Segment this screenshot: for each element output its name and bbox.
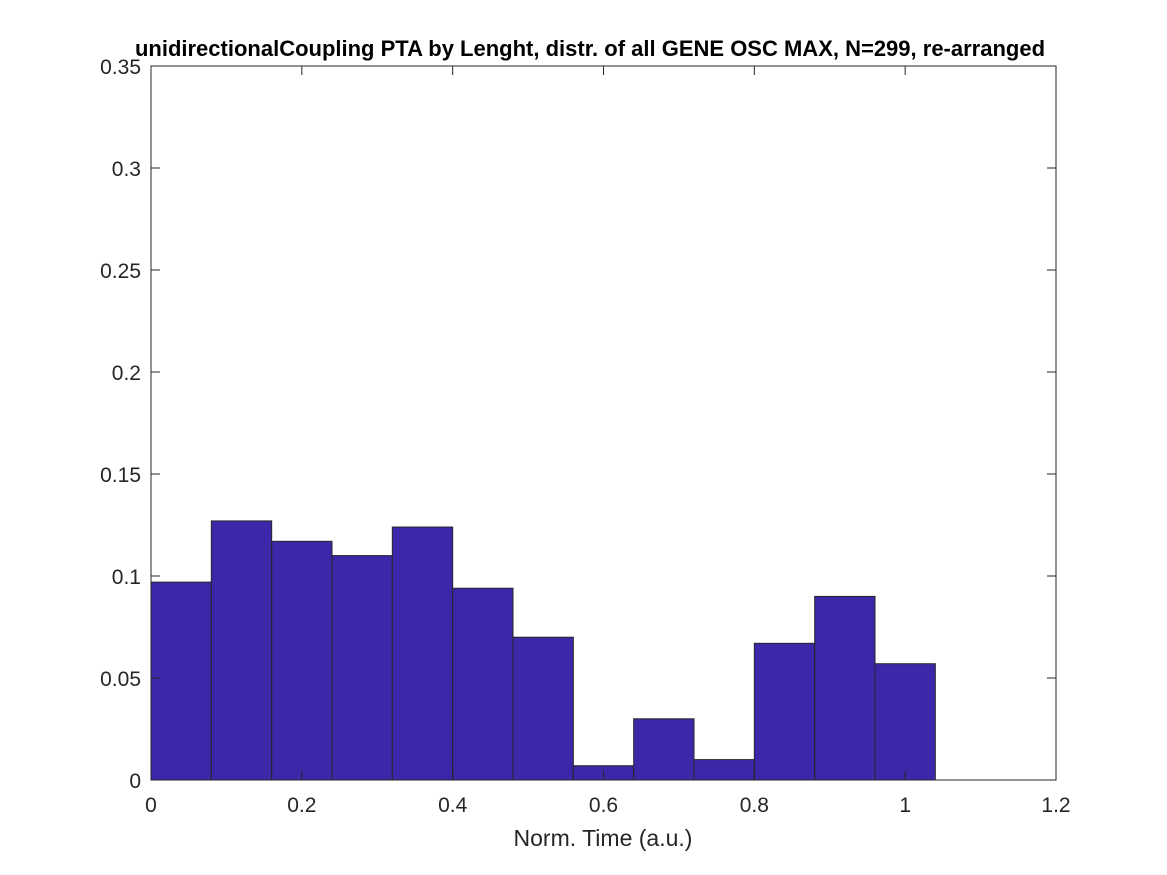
- x-tick-label: 0.4: [438, 794, 468, 817]
- histogram-bar: [753, 642, 816, 781]
- histogram-bar: [331, 555, 393, 781]
- histogram-bar: [874, 663, 936, 781]
- x-tick-label: 1.2: [1041, 794, 1070, 817]
- y-tick-label: 0.3: [112, 158, 141, 181]
- histogram-bar: [693, 759, 755, 781]
- histogram-bar: [633, 718, 695, 781]
- chart-title: unidirectionalCoupling PTA by Lenght, di…: [135, 36, 1045, 61]
- y-tick-label: 0.1: [112, 566, 141, 589]
- plot-area-frame: [150, 65, 1057, 781]
- x-tick-label: 0.2: [287, 794, 316, 817]
- x-tick-label: 0.6: [589, 794, 618, 817]
- histogram-bar: [512, 636, 574, 781]
- bars-group: [150, 520, 936, 781]
- histogram-bar: [391, 526, 454, 781]
- histogram-bar: [814, 595, 876, 781]
- histogram-bar: [452, 587, 514, 781]
- y-tick-label: 0.25: [100, 260, 141, 283]
- y-tick-label: 0.2: [112, 362, 141, 385]
- histogram-bar: [150, 581, 212, 781]
- histogram-bar: [210, 520, 273, 781]
- x-axis-label: Norm. Time (a.u.): [514, 825, 693, 851]
- y-tick-label: 0.15: [100, 464, 141, 487]
- y-tick-label: 0.05: [100, 668, 141, 691]
- histogram-bar: [271, 540, 333, 781]
- y-tick-label: 0: [129, 770, 141, 793]
- y-tick-label: 0.35: [100, 56, 141, 79]
- x-tick-label: 1: [899, 794, 911, 817]
- x-tick-label: 0: [145, 794, 157, 817]
- x-tick-label: 0.8: [740, 794, 769, 817]
